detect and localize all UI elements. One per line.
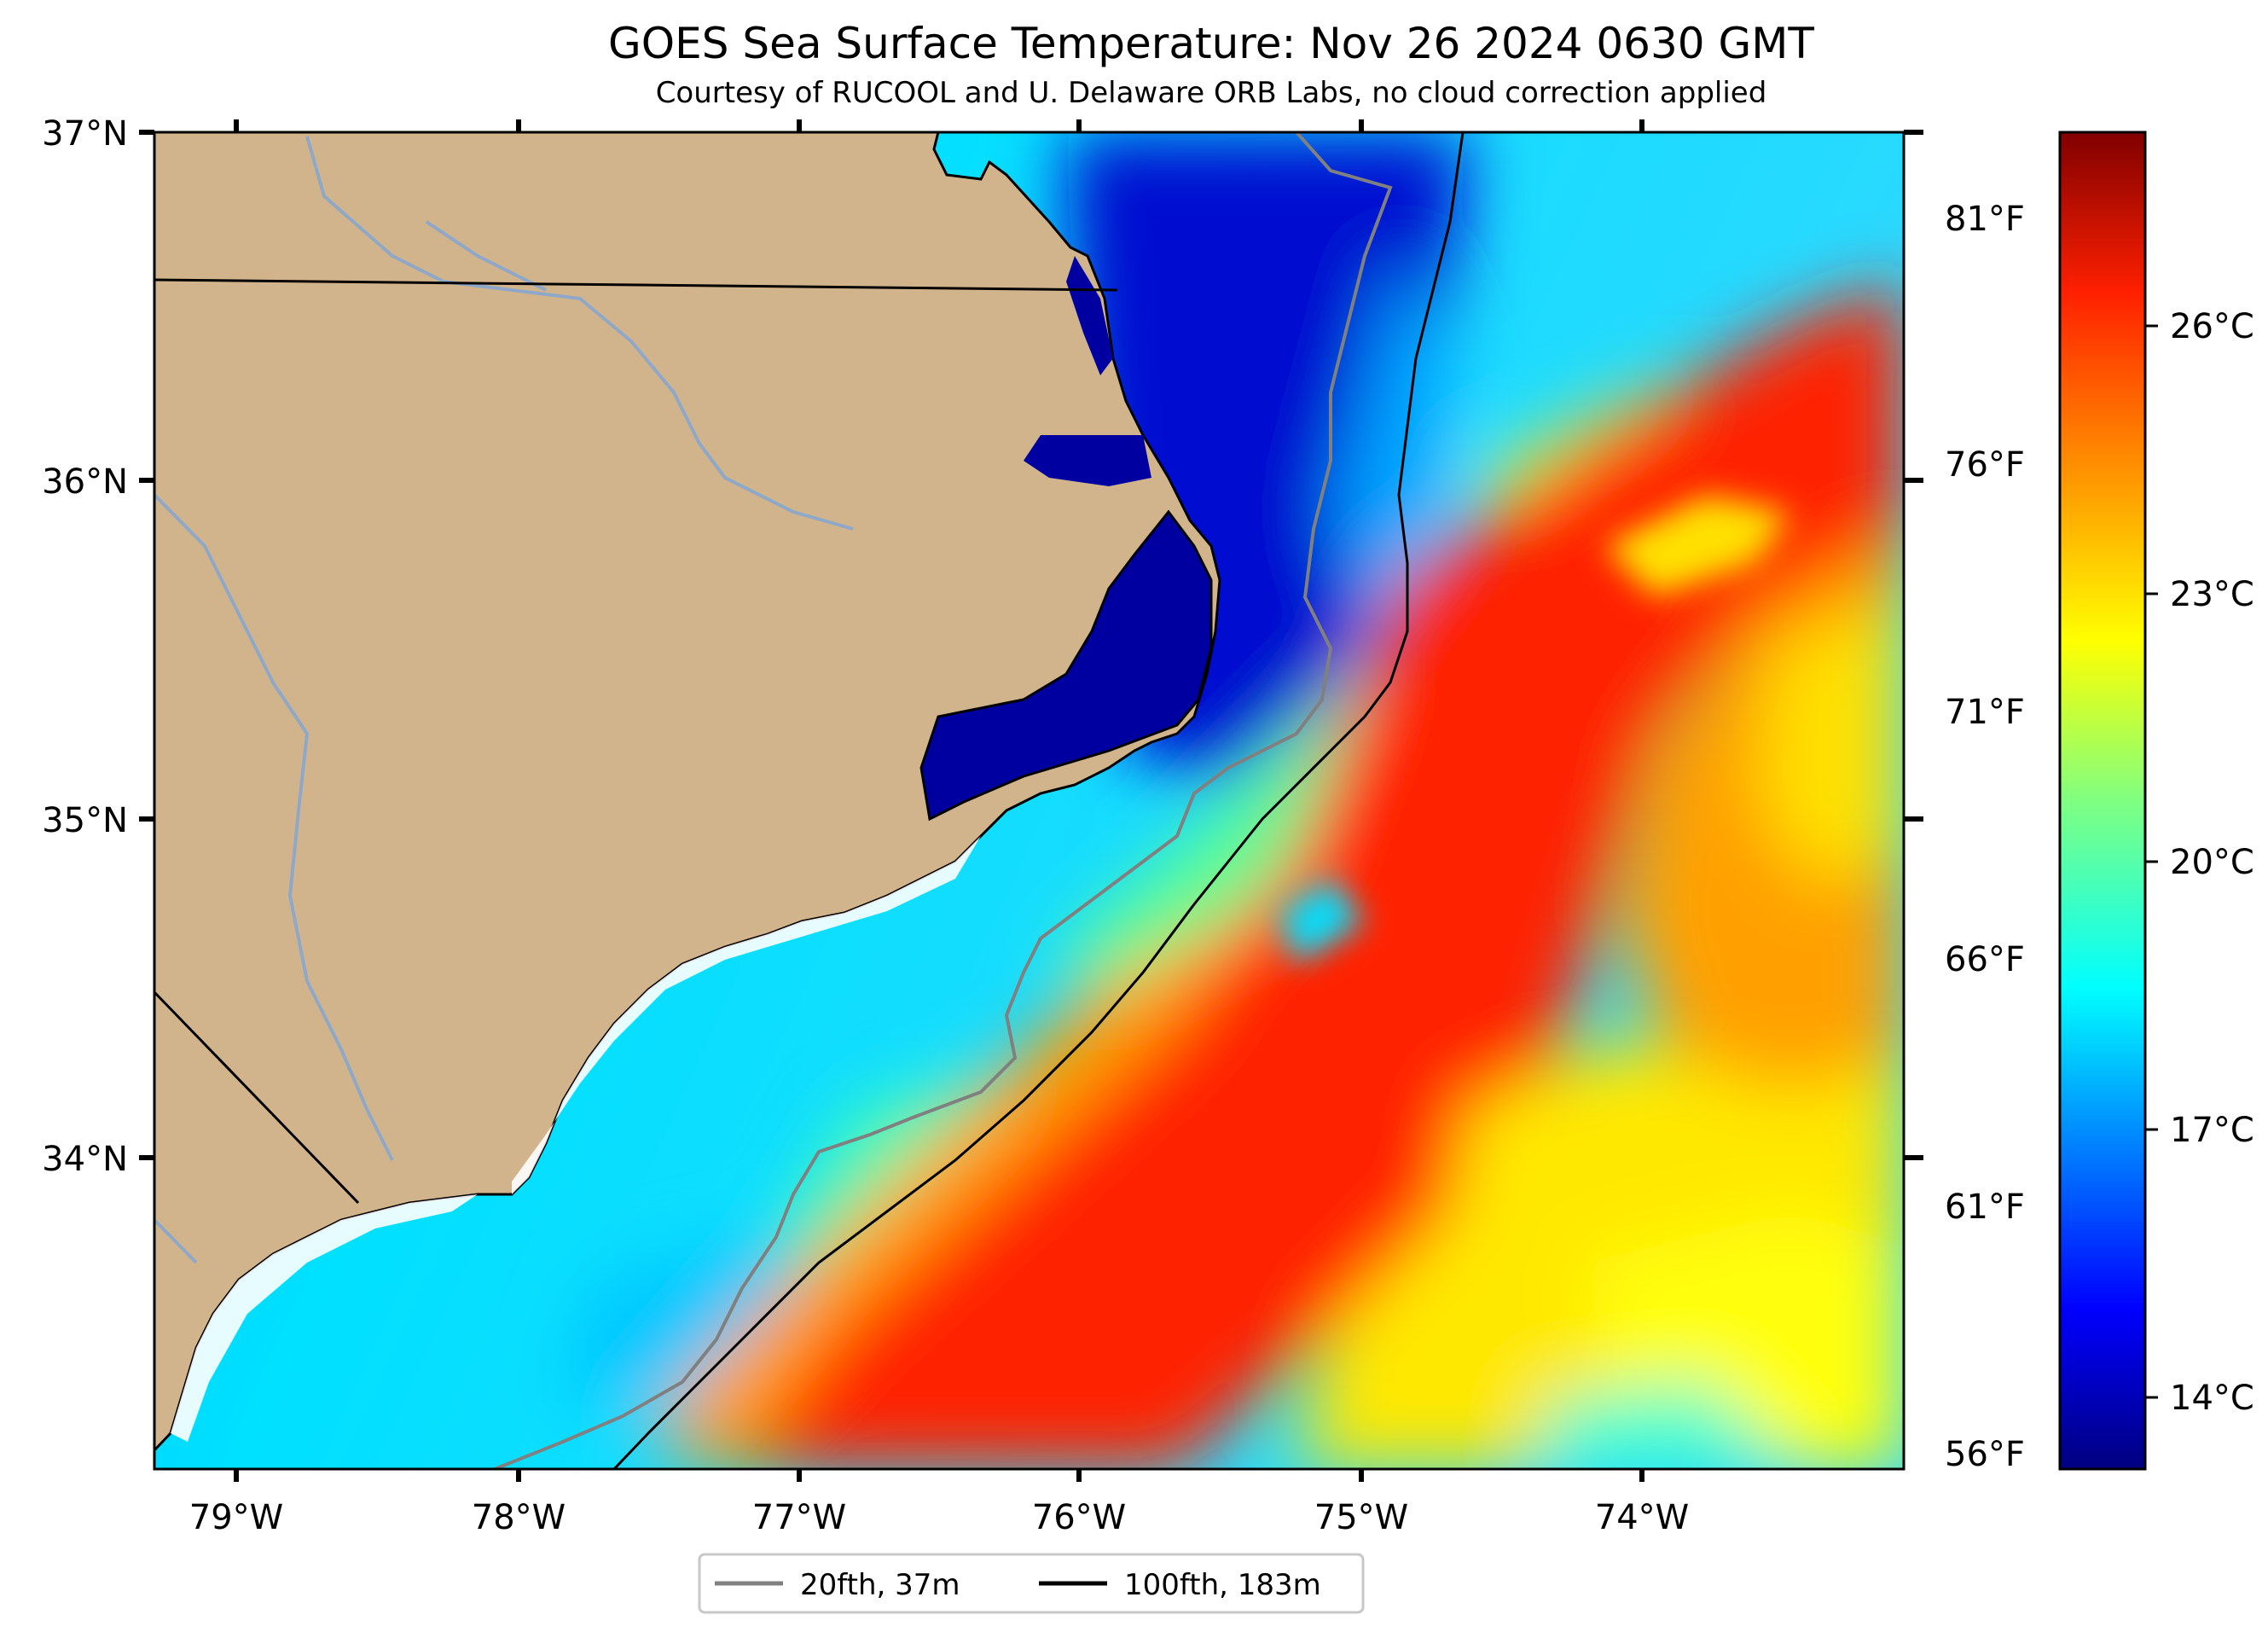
fahrenheit-label-71: 71°F	[1945, 693, 2025, 732]
fahrenheit-label-76: 76°F	[1945, 445, 2025, 485]
fahrenheit-label-66: 66°F	[1945, 940, 2025, 979]
albemarle-sound	[1024, 435, 1151, 486]
lon-label-79: 79°W	[189, 1498, 283, 1537]
rivers	[154, 136, 854, 1264]
map-frame	[153, 131, 1905, 1471]
fahrenheit-label-61: 61°F	[1945, 1188, 2025, 1227]
isobath-20fth	[494, 132, 1393, 1469]
latitude-axis	[139, 130, 1923, 1160]
lat-label-34: 34°N	[42, 1140, 128, 1179]
sst-map-area	[154, 132, 1904, 1469]
pamlico-sound	[919, 509, 1213, 822]
colorbar-label-23c: 23°C	[2170, 575, 2254, 614]
legend-label-20fth: 20fth, 37m	[800, 1568, 960, 1602]
lon-label-74: 74°W	[1595, 1498, 1689, 1537]
fahrenheit-label-56: 56°F	[1945, 1435, 2025, 1474]
colorbar-label-17c: 17°C	[2170, 1111, 2254, 1150]
lon-label-78: 78°W	[472, 1498, 566, 1537]
map-title: GOES Sea Surface Temperature: Nov 26 202…	[608, 19, 1814, 68]
state-borders	[154, 278, 1118, 1205]
fahrenheit-label-81: 81°F	[1945, 200, 2025, 239]
map-subtitle: Courtesy of RUCOOL and U. Delaware ORB L…	[656, 76, 1767, 110]
lon-label-76: 76°W	[1032, 1498, 1126, 1537]
legend: 20fth, 37m 100fth, 183m	[698, 1553, 1365, 1614]
temperature-field	[554, 132, 1904, 1469]
colorbar-label-14c: 14°C	[2170, 1379, 2254, 1418]
lat-label-36: 36°N	[42, 462, 128, 502]
colorbar-label-20c: 20°C	[2170, 843, 2254, 882]
colorbar-label-26c: 26°C	[2170, 307, 2254, 346]
legend-label-100fth: 100fth, 183m	[1124, 1568, 1321, 1602]
isobath-100fth	[612, 132, 1465, 1469]
colorbar	[2058, 131, 2147, 1471]
lon-label-77: 77°W	[752, 1498, 846, 1537]
longitude-axis	[234, 119, 1644, 1482]
currituck-sound	[1066, 256, 1113, 375]
lon-label-75: 75°W	[1314, 1498, 1408, 1537]
lat-label-35: 35°N	[42, 801, 128, 840]
lat-label-37: 37°N	[42, 114, 128, 154]
